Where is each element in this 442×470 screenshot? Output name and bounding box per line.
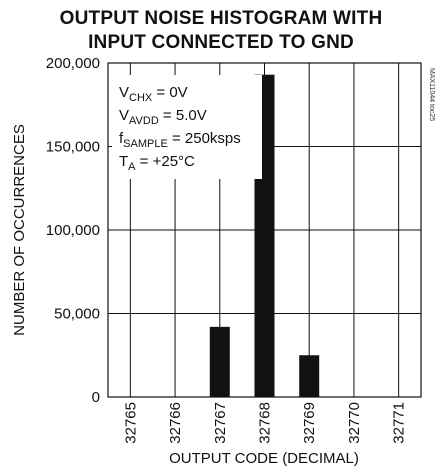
chart-title-line-1: OUTPUT NOISE HISTOGRAM WITH	[59, 8, 383, 29]
y-tick-label: 150,000	[46, 139, 100, 156]
y-tick-label: 50,000	[54, 306, 100, 323]
plot-frame	[107, 62, 422, 398]
x-tick-label: 32771	[391, 402, 408, 444]
histogram-bar-32769	[299, 355, 320, 397]
test-condition: VAVDD = 5.0V	[119, 107, 207, 127]
y-tick-label: 200,000	[46, 55, 100, 72]
y-axis-label: NUMBER OF OCCURRENCES	[11, 124, 28, 336]
y-tick-label: 0	[92, 389, 100, 406]
y-tick-labels: 0 50,000 100,000 150,000 200,000	[46, 55, 100, 406]
y-tick-label: 100,000	[46, 222, 100, 239]
test-condition: fSAMPLE = 250ksps	[119, 130, 241, 150]
x-tick-label: 32769	[301, 402, 318, 444]
chart-title-line-2: INPUT CONNECTED TO GND	[88, 32, 354, 53]
x-tick-label: 32768	[257, 402, 274, 444]
conditions-background	[112, 75, 262, 179]
conditions-box: VCHX = 0V VAVDD = 5.0V fSAMPLE = 250ksps TA…	[112, 75, 262, 179]
test-condition: TA = +25°C	[119, 153, 195, 173]
x-tick-label: 32770	[346, 402, 363, 444]
x-axis-label: OUTPUT CODE (DECIMAL)	[169, 450, 359, 467]
x-tick-label: 32767	[212, 402, 229, 444]
test-condition: VCHX = 0V	[119, 84, 188, 104]
figure-id-watermark: MAX11044 toc25	[428, 68, 435, 121]
x-tick-labels: 32765 32766 32767 32768 32769 32770 32771	[122, 402, 407, 444]
histogram-bar-32767	[209, 326, 230, 397]
x-tick-label: 32765	[122, 402, 139, 444]
x-tick-label: 32766	[167, 402, 184, 444]
